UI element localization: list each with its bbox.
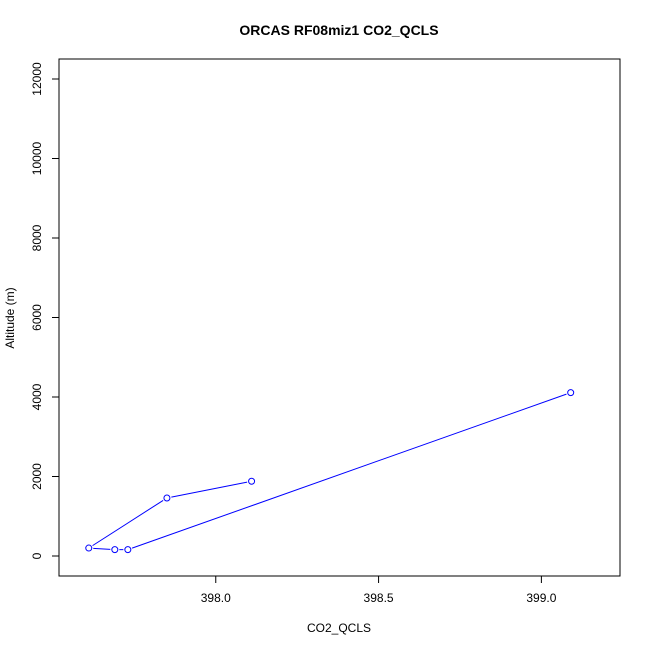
- plot-area-frame: [58, 58, 621, 577]
- y-tick-label: 2000: [30, 463, 44, 490]
- x-axis-label: CO2_QCLS: [307, 621, 371, 635]
- data-point: [567, 389, 575, 397]
- y-tick-label: 4000: [30, 383, 44, 410]
- data-point: [124, 546, 132, 554]
- y-tick-label: 6000: [30, 304, 44, 331]
- x-axis: 398.0 398.5 399.0: [201, 575, 557, 605]
- data-point: [85, 544, 93, 552]
- data-point: [248, 477, 256, 485]
- series-line-segment: [92, 499, 164, 547]
- x-tick-label: 399.0: [526, 591, 556, 605]
- x-tick-label: 398.5: [364, 591, 394, 605]
- y-tick-label: 10000: [30, 141, 44, 175]
- series-line-group: [92, 393, 567, 551]
- y-tick-label: 12000: [30, 62, 44, 96]
- y-axis: 0 2000 4000 6000 8000 10000 12000: [30, 62, 60, 559]
- y-tick-label: 0: [30, 552, 44, 559]
- y-axis-label: Altitude (m): [3, 287, 17, 348]
- data-point: [111, 546, 119, 554]
- data-point: [163, 494, 171, 502]
- chart-title: ORCAS RF08miz1 CO2_QCLS: [239, 22, 438, 38]
- series-line-segment: [93, 547, 111, 550]
- x-tick-label: 398.0: [201, 591, 231, 605]
- y-tick-label: 8000: [30, 224, 44, 251]
- series-point-group: [85, 389, 575, 554]
- series-line-segment: [171, 481, 248, 498]
- series-line-segment: [131, 393, 567, 549]
